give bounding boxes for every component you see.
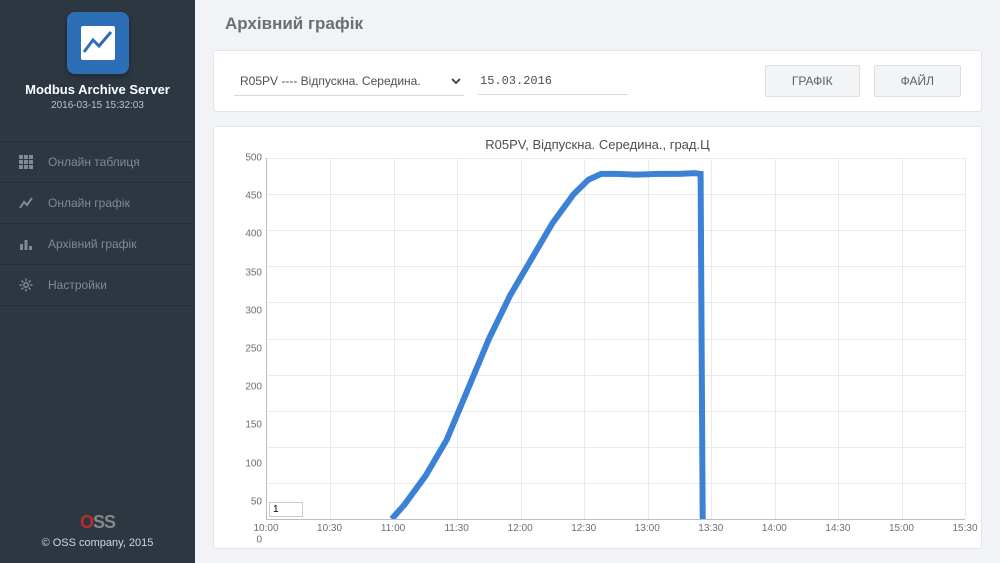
sidebar-item-label: Онлайн графік [48,196,130,210]
sidebar: Modbus Archive Server 2016-03-15 15:32:0… [0,0,195,563]
sensor-select[interactable]: R05PV ---- Відпускна. Середина. [234,67,464,96]
x-tick-label: 11:30 [444,523,468,534]
sidebar-item-label: Онлайн таблиця [48,155,140,169]
x-tick-label: 12:00 [508,523,533,534]
y-tick-label: 150 [245,420,262,431]
line-series [267,158,965,519]
app-logo [67,12,129,74]
y-tick-label: 200 [245,382,262,393]
page-title: Архівний графік [213,14,982,34]
y-tick-label: 450 [245,191,262,202]
sidebar-item-online-chart[interactable]: Онлайн графік [0,183,195,224]
gear-icon [18,277,34,293]
trend-icon [18,195,34,211]
chart-logo-icon [77,22,119,64]
y-tick-label: 500 [245,153,262,164]
y-tick-label: 350 [245,267,262,278]
grid-icon [18,154,34,170]
x-tick-label: 10:30 [317,523,342,534]
chart-title: R05PV, Відпускна. Середина., град.Ц [230,137,965,152]
nav: Онлайн таблиця Онлайн графік Архівний гр… [0,141,195,502]
app-title: Modbus Archive Server [0,82,195,97]
app-timestamp: 2016-03-15 15:32:03 [0,100,195,111]
chart-panel: R05PV, Відпускна. Середина., град.Ц 0 50 1… [213,126,982,549]
chart-body: 050100150200250300350400450500 10:0010:3… [230,158,965,540]
x-axis: 10:0010:3011:0011:3012:0012:3013:0013:30… [266,520,965,540]
sidebar-item-settings[interactable]: Настройки [0,265,195,306]
x-tick-label: 13:30 [698,523,723,534]
controls-panel: R05PV ---- Відпускна. Середина. ГРАФІК Ф… [213,50,982,112]
sidebar-item-label: Архівний графік [48,237,136,251]
y-tick-label: 50 [251,496,262,507]
y-tick-label: 300 [245,305,262,316]
y-tick-label: 100 [245,458,262,469]
chart-button[interactable]: ГРАФІК [765,65,860,97]
plot-wrap: 10:0010:3011:0011:3012:0012:3013:0013:30… [266,158,965,540]
x-tick-label: 11:00 [381,523,405,534]
sidebar-footer: OSS © OSS company, 2015 [0,502,195,563]
sidebar-item-archive-chart[interactable]: Архівний графік [0,224,195,265]
x-tick-label: 12:30 [571,523,596,534]
copyright: © OSS company, 2015 [0,537,195,549]
x-tick-label: 14:00 [762,523,787,534]
x-tick-label: 15:00 [889,523,914,534]
x-tick-label: 10:00 [253,523,278,534]
logo-area: Modbus Archive Server 2016-03-15 15:32:0… [0,0,195,129]
main-content: Архівний графік R05PV ---- Відпускна. Се… [195,0,1000,563]
y-tick-label: 0 [256,535,262,546]
sidebar-item-online-table[interactable]: Онлайн таблиця [0,141,195,183]
y-tick-label: 250 [245,344,262,355]
bars-icon [18,236,34,252]
date-input[interactable] [478,68,628,95]
company-logo: OSS [0,512,195,533]
x-tick-label: 13:00 [635,523,660,534]
file-button[interactable]: ФАЙЛ [874,65,961,97]
y-axis: 050100150200250300350400450500 [230,158,266,540]
x-tick-label: 15:30 [952,523,977,534]
x-tick-label: 14:30 [825,523,850,534]
y-tick-label: 400 [245,229,262,240]
sidebar-item-label: Настройки [48,278,107,292]
plot-area [266,158,965,520]
sensor-select-wrap: R05PV ---- Відпускна. Середина. [234,67,464,96]
